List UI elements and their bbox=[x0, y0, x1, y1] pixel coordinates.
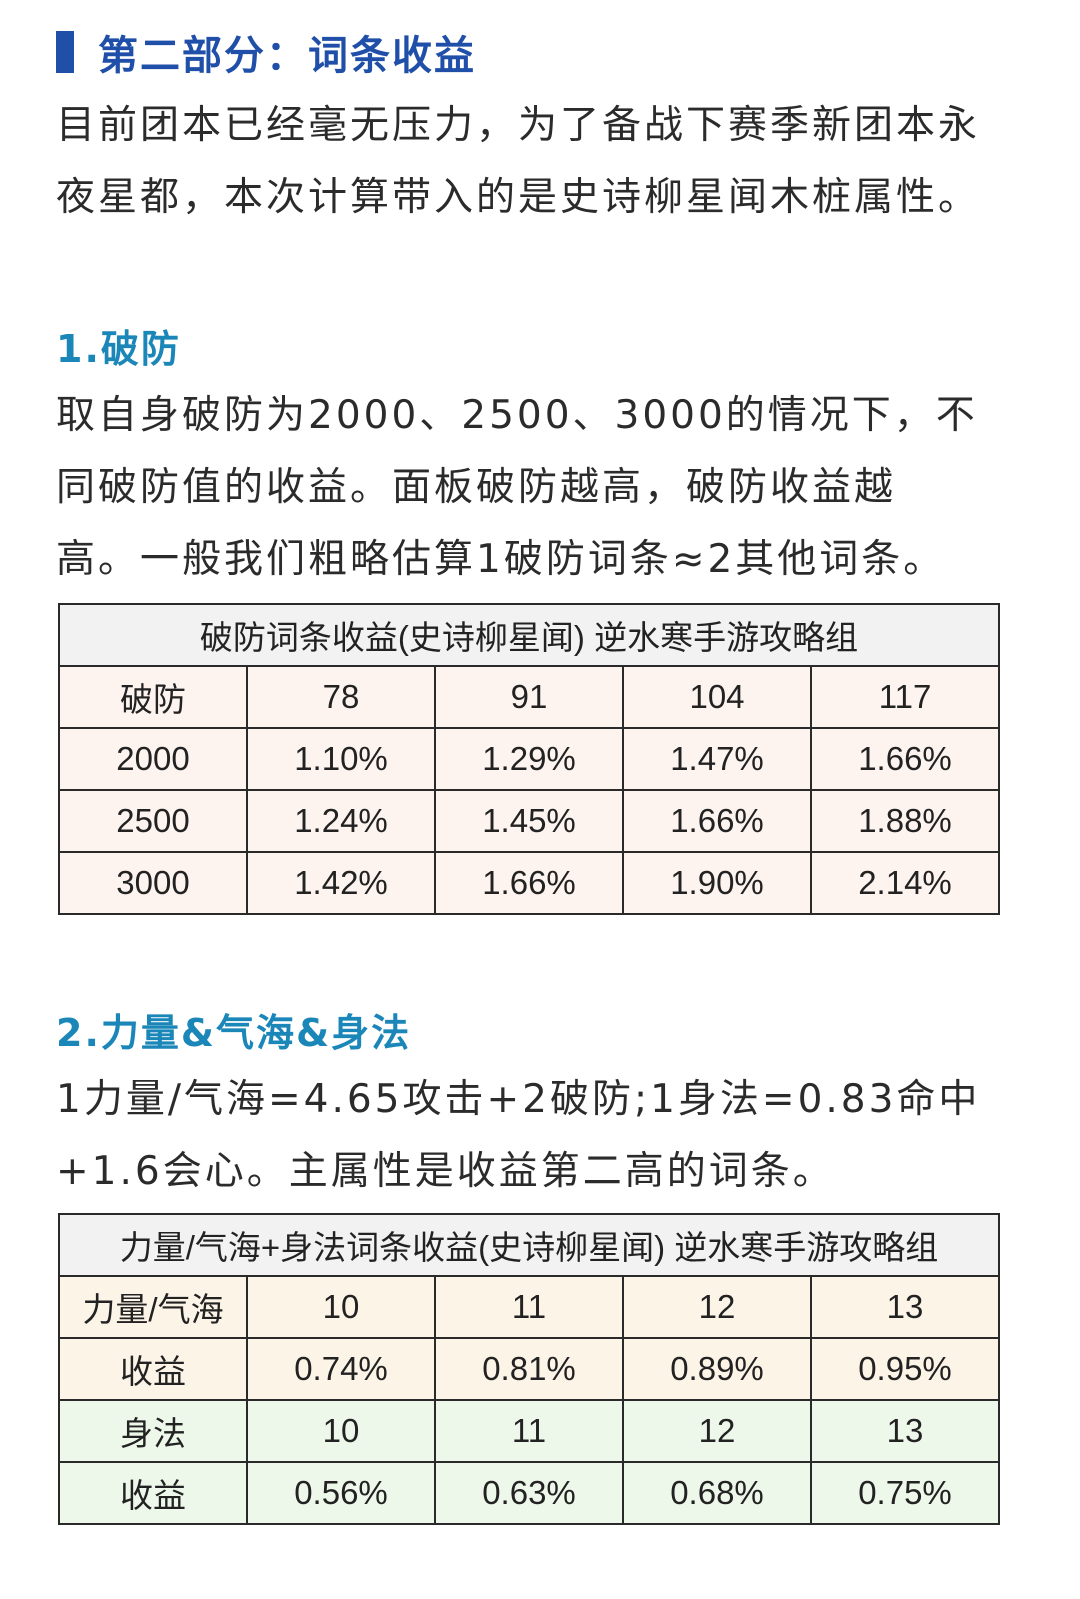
table-cell: 10 bbox=[246, 1275, 436, 1339]
table-cell: 1.29% bbox=[434, 727, 624, 791]
intro-line-2: 夜星都，本次计算带入的是史诗柳星闻木桩属性。 bbox=[56, 175, 981, 220]
table-cell: 3000 bbox=[58, 851, 248, 915]
attribute-table: 力量/气海+身法词条收益(史诗柳星闻) 逆水寒手游攻略组 力量/气海 10 11… bbox=[58, 1213, 1000, 1525]
table-cell: 1.88% bbox=[810, 789, 1000, 853]
table-cell: 1.47% bbox=[622, 727, 812, 791]
section-title: 第二部分：词条收益 bbox=[98, 33, 476, 79]
table-cell: 11 bbox=[434, 1275, 624, 1339]
part2-heading: 2.力量&气海&身法 bbox=[56, 1011, 412, 1055]
table-cell: 117 bbox=[810, 665, 1000, 729]
table-header-row: 破防 78 91 104 117 bbox=[58, 665, 1000, 729]
intro-paragraph: 目前团本已经毫无压力，为了备战下赛季新团本永 夜星都，本次计算带入的是史诗柳星闻… bbox=[56, 90, 1046, 234]
table-cell: 收益 bbox=[58, 1461, 248, 1525]
table-cell: 1.42% bbox=[246, 851, 436, 915]
table-cell: 10 bbox=[246, 1399, 436, 1463]
table-cell: 78 bbox=[246, 665, 436, 729]
table-cell: 0.95% bbox=[810, 1337, 1000, 1401]
table-cell: 12 bbox=[622, 1399, 812, 1463]
table-cell: 1.66% bbox=[810, 727, 1000, 791]
table-cell: 0.63% bbox=[434, 1461, 624, 1525]
table-cell: 2500 bbox=[58, 789, 248, 853]
table-cell: 11 bbox=[434, 1399, 624, 1463]
table-cell: 0.68% bbox=[622, 1461, 812, 1525]
table-cell: 0.81% bbox=[434, 1337, 624, 1401]
table-cell: 1.66% bbox=[434, 851, 624, 915]
table-row: 力量/气海 10 11 12 13 bbox=[58, 1275, 1000, 1339]
table-caption: 破防词条收益(史诗柳星闻) 逆水寒手游攻略组 bbox=[58, 603, 1000, 667]
table-cell: 收益 bbox=[58, 1337, 248, 1401]
table-cell: 1.90% bbox=[622, 851, 812, 915]
table-cell: 1.66% bbox=[622, 789, 812, 853]
heading-accent-bar bbox=[56, 31, 74, 73]
table-cell: 13 bbox=[810, 1399, 1000, 1463]
table-cell: 1.10% bbox=[246, 727, 436, 791]
part2-line-1: 1力量/气海=4.65攻击+2破防;1身法=0.83命中 bbox=[56, 1077, 981, 1122]
table-cell: 0.89% bbox=[622, 1337, 812, 1401]
part1-line-2: 同破防值的收益。面板破防越高，破防收益越 bbox=[56, 465, 897, 510]
part1-paragraph: 取自身破防为2000、2500、3000的情况下，不 同破防值的收益。面板破防越… bbox=[56, 380, 1046, 596]
table-row: 2000 1.10% 1.29% 1.47% 1.66% bbox=[58, 727, 1000, 791]
table-cell: 0.56% bbox=[246, 1461, 436, 1525]
table-row: 收益 0.74% 0.81% 0.89% 0.95% bbox=[58, 1337, 1000, 1401]
armor-break-table: 破防词条收益(史诗柳星闻) 逆水寒手游攻略组 破防 78 91 104 117 … bbox=[58, 603, 1000, 915]
part2-line-2: +1.6会心。主属性是收益第二高的词条。 bbox=[56, 1149, 835, 1194]
table-cell: 12 bbox=[622, 1275, 812, 1339]
table-row: 收益 0.56% 0.63% 0.68% 0.75% bbox=[58, 1461, 1000, 1525]
part1-line-3: 高。一般我们粗略估算1破防词条≈2其他词条。 bbox=[56, 537, 946, 582]
table-row: 身法 10 11 12 13 bbox=[58, 1399, 1000, 1463]
intro-line-1: 目前团本已经毫无压力，为了备战下赛季新团本永 bbox=[56, 103, 981, 148]
table-cell: 2.14% bbox=[810, 851, 1000, 915]
table-cell: 1.45% bbox=[434, 789, 624, 853]
part1-heading: 1.破防 bbox=[56, 327, 181, 371]
table-cell: 13 bbox=[810, 1275, 1000, 1339]
table-cell: 力量/气海 bbox=[58, 1275, 248, 1339]
table-cell: 1.24% bbox=[246, 789, 436, 853]
section-heading: 第二部分：词条收益 bbox=[56, 22, 476, 82]
part1-line-1: 取自身破防为2000、2500、3000的情况下，不 bbox=[56, 393, 978, 438]
table-cell: 0.74% bbox=[246, 1337, 436, 1401]
table-cell: 0.75% bbox=[810, 1461, 1000, 1525]
table-cell: 破防 bbox=[58, 665, 248, 729]
table-cell: 104 bbox=[622, 665, 812, 729]
table-row: 2500 1.24% 1.45% 1.66% 1.88% bbox=[58, 789, 1000, 853]
table-cell: 91 bbox=[434, 665, 624, 729]
table-cell: 身法 bbox=[58, 1399, 248, 1463]
table-cell: 2000 bbox=[58, 727, 248, 791]
part2-paragraph: 1力量/气海=4.65攻击+2破防;1身法=0.83命中 +1.6会心。主属性是… bbox=[56, 1064, 1046, 1208]
table-caption: 力量/气海+身法词条收益(史诗柳星闻) 逆水寒手游攻略组 bbox=[58, 1213, 1000, 1277]
table-row: 3000 1.42% 1.66% 1.90% 2.14% bbox=[58, 851, 1000, 915]
